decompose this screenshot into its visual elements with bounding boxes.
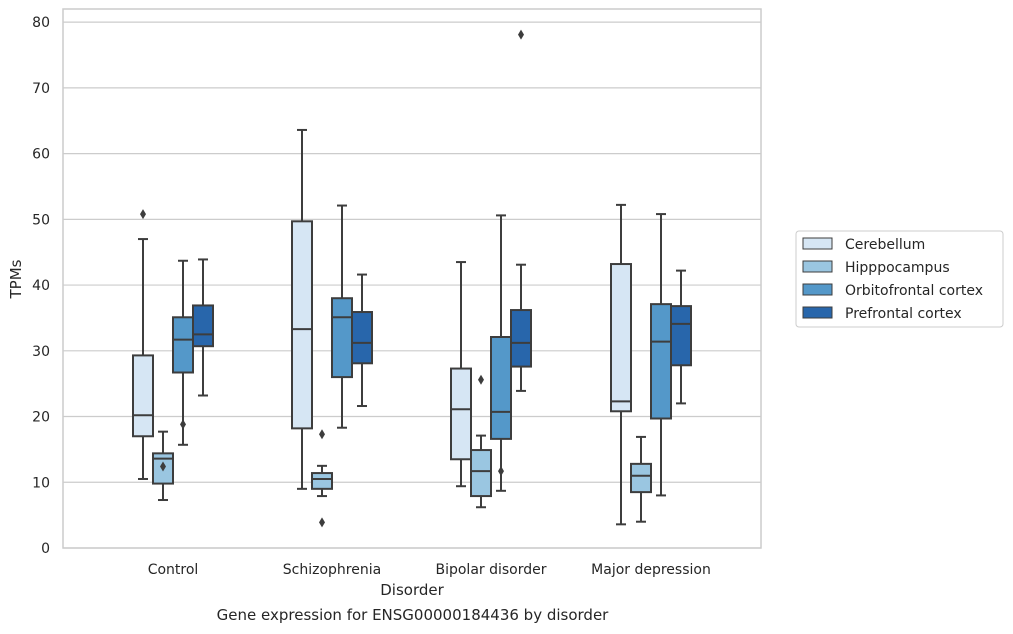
box-orbitofrontal-cortex: [172, 259, 194, 446]
box-iqr: [331, 297, 353, 379]
box-hipppocampus: [311, 429, 333, 528]
x-tick-label: Control: [148, 562, 199, 578]
outlier-point: [140, 209, 146, 220]
box-iqr: [311, 472, 333, 490]
y-tick-label: 70: [32, 81, 50, 97]
box-iqr: [490, 336, 512, 440]
outlier-point: [160, 461, 166, 472]
y-tick-label: 0: [41, 541, 50, 557]
outlier-point: [498, 466, 504, 477]
y-tick-label: 40: [32, 278, 50, 294]
outlier-point: [180, 419, 186, 430]
box-hipppocampus: [630, 435, 652, 523]
box-iqr: [630, 462, 652, 494]
y-tick-label: 20: [32, 410, 50, 426]
box-prefrontal-cortex: [192, 258, 214, 397]
box-orbitofrontal-cortex: [490, 214, 512, 492]
y-tick-label: 80: [32, 15, 50, 31]
x-axis-label: Disorder: [380, 581, 444, 599]
legend-swatch: [802, 237, 833, 250]
box-iqr: [510, 309, 532, 368]
outlier-point: [518, 29, 524, 40]
box-iqr: [192, 304, 214, 348]
legend-label: Orbitofrontal cortex: [845, 283, 983, 299]
x-tick-label: Major depression: [591, 562, 711, 578]
box-iqr: [650, 303, 672, 420]
outlier-point: [478, 374, 484, 385]
box-hipppocampus: [152, 430, 174, 502]
box-prefrontal-cortex: [351, 273, 373, 408]
box-cerebellum: [610, 203, 632, 526]
legend-frame: [795, 230, 1004, 328]
box-cerebellum: [450, 261, 472, 488]
legend-label: Hipppocampus: [845, 260, 950, 276]
box-iqr: [470, 449, 492, 498]
box-iqr: [351, 311, 373, 365]
y-axis-ticks: 0 10 20 30 40 50 60 70 80: [32, 15, 50, 557]
box-orbitofrontal-cortex: [650, 213, 672, 497]
legend-label: Cerebellum: [845, 237, 925, 253]
box-hipppocampus: [470, 374, 492, 509]
box-prefrontal-cortex: [510, 29, 532, 392]
y-tick-label: 60: [32, 147, 50, 163]
legend-swatch: [802, 260, 833, 273]
outlier-point: [319, 429, 325, 440]
y-tick-label: 50: [32, 212, 50, 228]
plot-frame: [62, 8, 762, 549]
x-tick-label: Bipolar disorder: [435, 562, 546, 578]
outlier-point: [319, 517, 325, 528]
y-axis-label: TPMs: [7, 259, 25, 299]
box-plot-area: [132, 29, 692, 528]
legend: Cerebellum Hipppocampus Orbitofrontal cort…: [795, 230, 1004, 328]
x-tick-label: Schizophrenia: [283, 562, 381, 578]
chart-caption: Gene expression for ENSG00000184436 by d…: [216, 606, 609, 624]
legend-swatch: [802, 306, 833, 319]
box-iqr: [291, 220, 313, 430]
box-cerebellum: [291, 128, 313, 490]
box-prefrontal-cortex: [670, 269, 692, 405]
legend-label: Prefrontal cortex: [845, 306, 962, 322]
box-cerebellum: [132, 209, 154, 480]
y-tick-label: 30: [32, 344, 50, 360]
box-iqr: [132, 354, 154, 438]
box-iqr: [610, 263, 632, 413]
box-iqr: [172, 316, 194, 374]
x-axis-ticks: Control Schizophrenia Bipolar disorder Majo…: [148, 562, 711, 578]
box-iqr: [670, 305, 692, 367]
y-tick-label: 10: [32, 475, 50, 491]
box-iqr: [450, 367, 472, 461]
box-orbitofrontal-cortex: [331, 204, 353, 429]
legend-swatch: [802, 283, 833, 296]
